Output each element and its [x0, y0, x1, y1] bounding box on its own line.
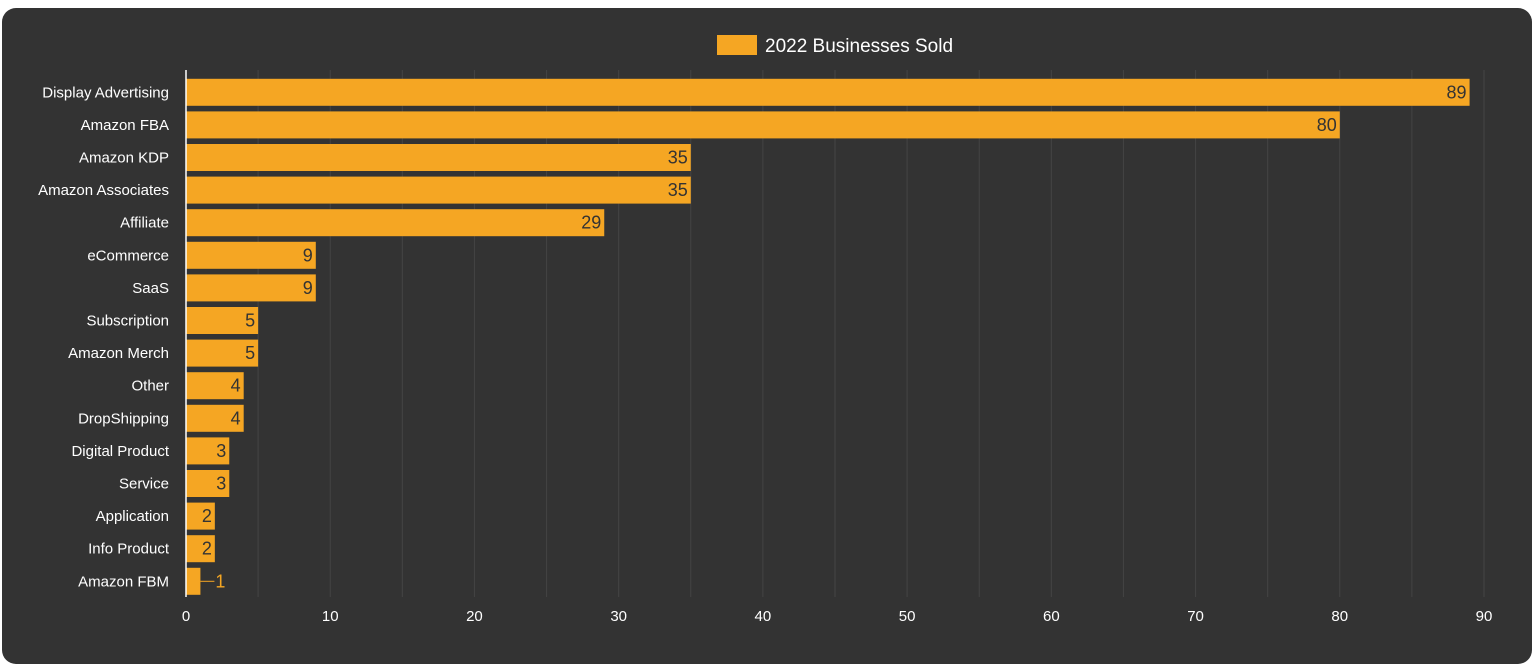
category-label: Affiliate — [120, 215, 169, 232]
bar[interactable] — [186, 307, 259, 334]
data-label: 9 — [303, 278, 313, 298]
data-label: 89 — [1447, 82, 1467, 102]
data-label: 35 — [668, 180, 688, 200]
category-labels: Display Advertising Amazon FBA Amazon KDP A… — [38, 84, 170, 590]
x-axis-ticks: 0 10 20 30 40 50 60 70 80 90 — [182, 608, 1493, 625]
data-label: 80 — [1317, 115, 1337, 135]
data-label: 29 — [581, 213, 601, 233]
data-label: 9 — [303, 245, 313, 265]
x-tick-label: 10 — [322, 608, 339, 625]
bar[interactable] — [186, 274, 316, 302]
category-label: SaaS — [132, 280, 169, 297]
bar[interactable] — [186, 209, 605, 237]
category-label: Amazon FBM — [78, 573, 169, 590]
category-label: Amazon Associates — [38, 182, 169, 199]
category-label: Application — [96, 508, 169, 525]
legend[interactable]: 2022 Businesses Sold — [717, 35, 953, 57]
category-label: Service — [119, 476, 169, 493]
data-label: 1 — [215, 571, 225, 591]
data-label: 4 — [231, 408, 241, 428]
data-label: 3 — [216, 474, 226, 494]
category-label: Amazon KDP — [79, 150, 169, 167]
bar[interactable] — [186, 470, 230, 497]
x-tick-label: 60 — [1043, 608, 1060, 625]
data-label: 3 — [216, 441, 226, 461]
bar[interactable] — [186, 111, 1340, 139]
x-tick-label: 80 — [1331, 608, 1348, 625]
category-label: DropShipping — [78, 410, 169, 427]
legend-label: 2022 Businesses Sold — [765, 36, 953, 57]
bar[interactable] — [186, 241, 316, 269]
data-label: 4 — [231, 376, 241, 396]
x-tick-label: 20 — [466, 608, 483, 625]
data-label: 5 — [245, 343, 255, 363]
bar[interactable] — [186, 437, 230, 465]
bar[interactable] — [186, 404, 244, 432]
bar[interactable] — [186, 567, 201, 595]
bar[interactable] — [186, 535, 215, 563]
data-label: 2 — [202, 506, 212, 526]
category-label: Display Advertising — [42, 84, 169, 101]
category-label: Digital Product — [71, 443, 169, 460]
bar[interactable] — [186, 502, 215, 530]
bar[interactable] — [186, 78, 1470, 106]
x-tick-label: 50 — [899, 608, 916, 625]
legend-swatch — [717, 35, 757, 55]
bar[interactable] — [186, 144, 691, 171]
category-label: Amazon Merch — [68, 345, 169, 362]
x-tick-label: 70 — [1187, 608, 1204, 625]
bar[interactable] — [186, 339, 259, 367]
x-tick-label: 0 — [182, 608, 190, 625]
category-label: Info Product — [88, 541, 170, 558]
bar[interactable] — [186, 176, 691, 204]
category-label: Subscription — [86, 313, 169, 330]
x-tick-label: 90 — [1476, 608, 1493, 625]
data-label: 35 — [668, 148, 688, 168]
category-label: Amazon FBA — [81, 117, 169, 134]
category-label: Other — [131, 378, 169, 395]
category-label: eCommerce — [87, 247, 169, 264]
bar[interactable] — [186, 372, 244, 400]
data-label: 5 — [245, 311, 255, 331]
x-tick-label: 30 — [610, 608, 627, 625]
data-label: 2 — [202, 539, 212, 559]
x-tick-label: 40 — [755, 608, 772, 625]
